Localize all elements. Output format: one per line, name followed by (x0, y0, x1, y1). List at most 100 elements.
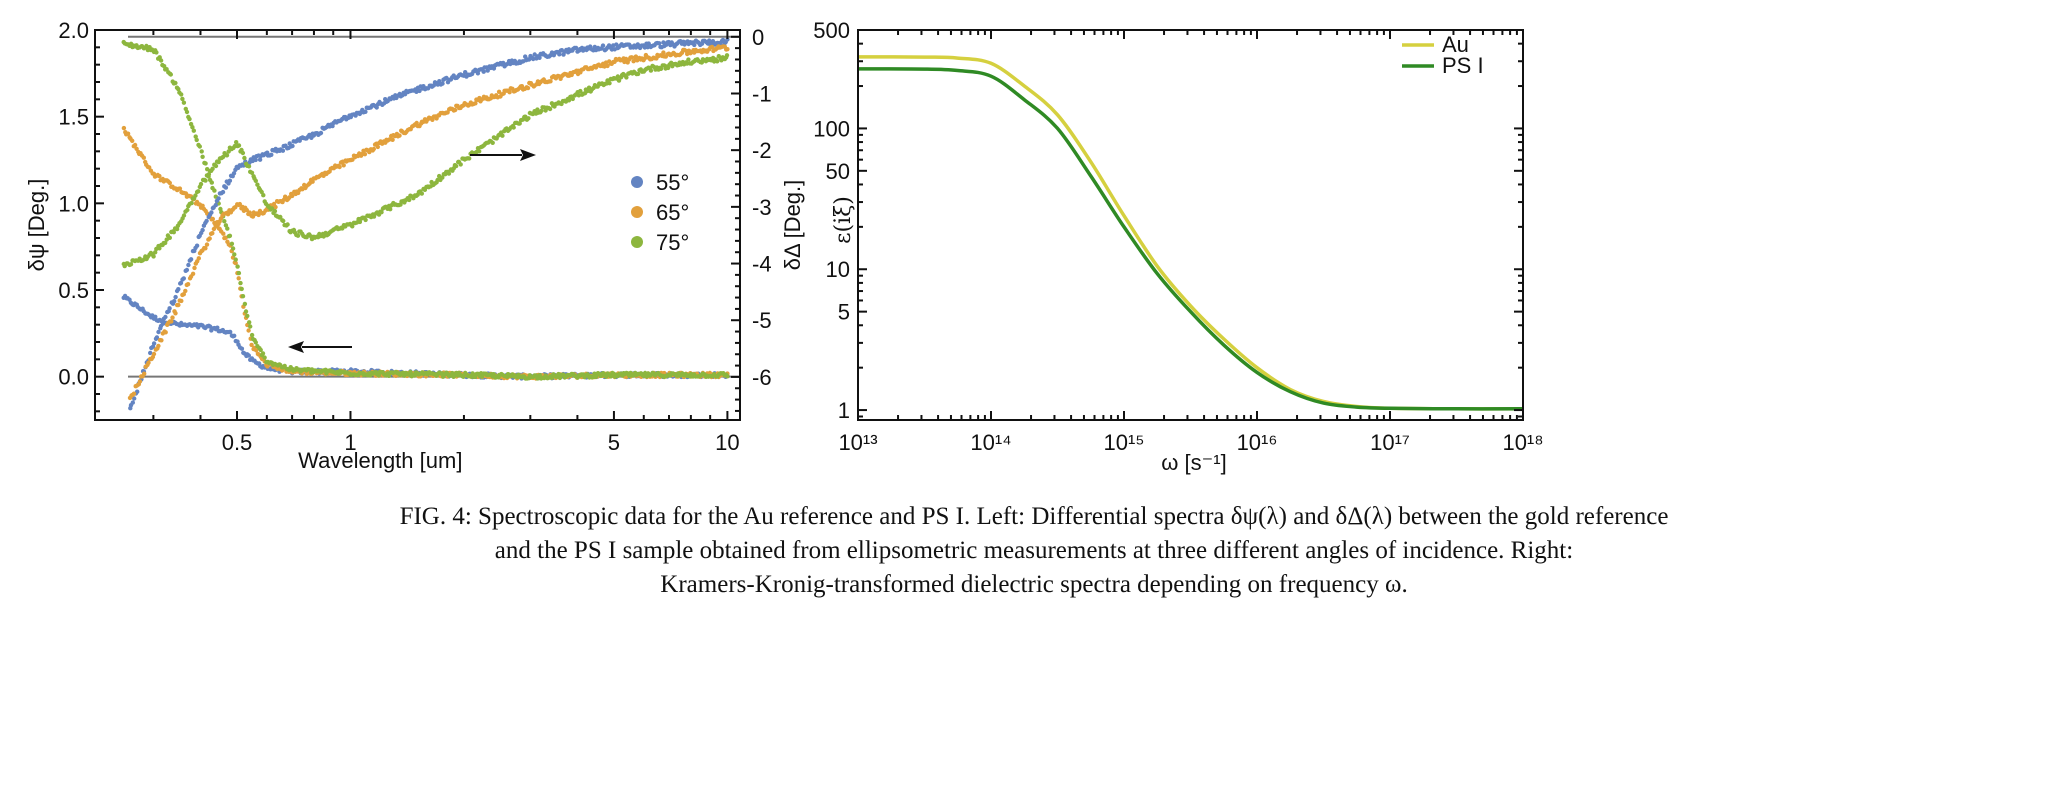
data-point (440, 175, 445, 180)
data-point (255, 182, 260, 187)
data-point (578, 88, 583, 94)
data-point (371, 146, 376, 152)
data-point (190, 125, 195, 130)
figure-caption: FIG. 4: Spectroscopic data for the Au re… (0, 500, 2068, 602)
data-point (249, 332, 255, 338)
data-point (635, 71, 641, 77)
data-point (375, 144, 380, 150)
x-tick-label: 5 (608, 430, 620, 455)
y-tick-label: 100 (813, 116, 850, 141)
data-point (147, 165, 152, 170)
data-point (190, 271, 196, 276)
data-point (203, 178, 208, 183)
data-point (310, 179, 315, 184)
figure: 0.5 1 5 10 0.0 0.5 1.0 1.5 2.0 0 -1 -2 -3 -4 -5 -6 Wavel… (24, 18, 1544, 475)
data-point (156, 343, 161, 349)
data-point (206, 174, 211, 179)
data-point (608, 374, 613, 379)
caption-line: FIG. 4: Spectroscopic data for the Au re… (399, 503, 1669, 530)
data-point (213, 202, 218, 208)
data-point (707, 38, 712, 43)
data-point (239, 286, 244, 292)
plot-frame (94, 29, 741, 421)
data-point (151, 351, 157, 357)
data-point (173, 294, 178, 300)
data-point (236, 143, 242, 148)
data-point (176, 287, 181, 292)
data-point (519, 84, 525, 89)
data-point (194, 137, 199, 143)
data-point (453, 163, 459, 169)
data-point (363, 109, 368, 115)
x-axis-label: Wavelength [um] (298, 448, 462, 473)
data-point (153, 314, 158, 319)
y-tick-label: 1 (838, 398, 850, 423)
data-point (249, 342, 254, 348)
data-point (407, 197, 412, 203)
data-point (213, 163, 219, 169)
data-point (168, 72, 173, 77)
y2-tick-label: -6 (752, 365, 772, 390)
data-point (151, 341, 157, 346)
data-point (525, 85, 531, 91)
data-point (191, 128, 196, 133)
data-point (477, 149, 482, 154)
y-tick-label: 10 (826, 257, 850, 282)
series-ddelta-75deg (121, 53, 730, 269)
data-point (193, 134, 198, 139)
data-point (658, 66, 664, 72)
data-point (631, 59, 636, 64)
data-point (262, 355, 267, 360)
legend-label: 65° (656, 200, 689, 225)
data-point (189, 200, 194, 206)
x-tick-label: 10¹⁵ (1104, 430, 1145, 455)
y-tick-label: 2.0 (58, 18, 89, 43)
data-point (212, 188, 217, 193)
y2-tick-label: -4 (752, 252, 772, 277)
data-point (446, 171, 452, 176)
x-tick-label: 10 (715, 430, 739, 455)
data-point (725, 37, 730, 42)
data-point (146, 360, 151, 365)
y-tick-label: 5 (838, 300, 850, 325)
left-chart-spectra: 0.5 1 5 10 0.0 0.5 1.0 1.5 2.0 0 -1 -2 -3 -4 -5 -6 Wavel… (24, 18, 805, 473)
data-point (174, 226, 180, 232)
data-point (607, 81, 612, 86)
data-point (254, 348, 259, 353)
legend-label: 75° (656, 230, 689, 255)
data-point (257, 157, 263, 162)
data-point (173, 80, 178, 86)
data-point (223, 223, 229, 228)
x-tick-label: 10¹⁸ (1502, 430, 1543, 455)
data-point (181, 100, 187, 105)
data-point (130, 138, 135, 143)
data-point (163, 240, 168, 246)
y-tick-label: 0.0 (58, 365, 89, 390)
data-point (186, 262, 191, 268)
x-tick-label: 1 (344, 430, 356, 455)
series-line-ps-i (857, 67, 1524, 411)
plot-frame (857, 29, 1524, 421)
data-point (185, 282, 191, 287)
y-axis-label: δψ [Deg.] (24, 179, 49, 272)
data-point (167, 306, 172, 311)
data-point (221, 231, 226, 236)
data-point (223, 185, 229, 190)
x-tick-label: 10¹³ (838, 430, 877, 455)
data-point (197, 144, 202, 149)
data-point (507, 90, 512, 95)
data-point (194, 243, 200, 248)
data-point (281, 218, 286, 224)
series-dpsi-75deg (121, 39, 730, 381)
data-point (285, 222, 290, 227)
data-point (715, 59, 720, 64)
data-point (184, 267, 190, 273)
data-point (517, 121, 522, 126)
data-point (280, 148, 286, 153)
data-point (467, 156, 472, 161)
data-point (246, 328, 251, 333)
data-point (242, 301, 248, 307)
data-point (248, 324, 253, 329)
data-point (216, 196, 221, 201)
data-point (371, 214, 377, 219)
